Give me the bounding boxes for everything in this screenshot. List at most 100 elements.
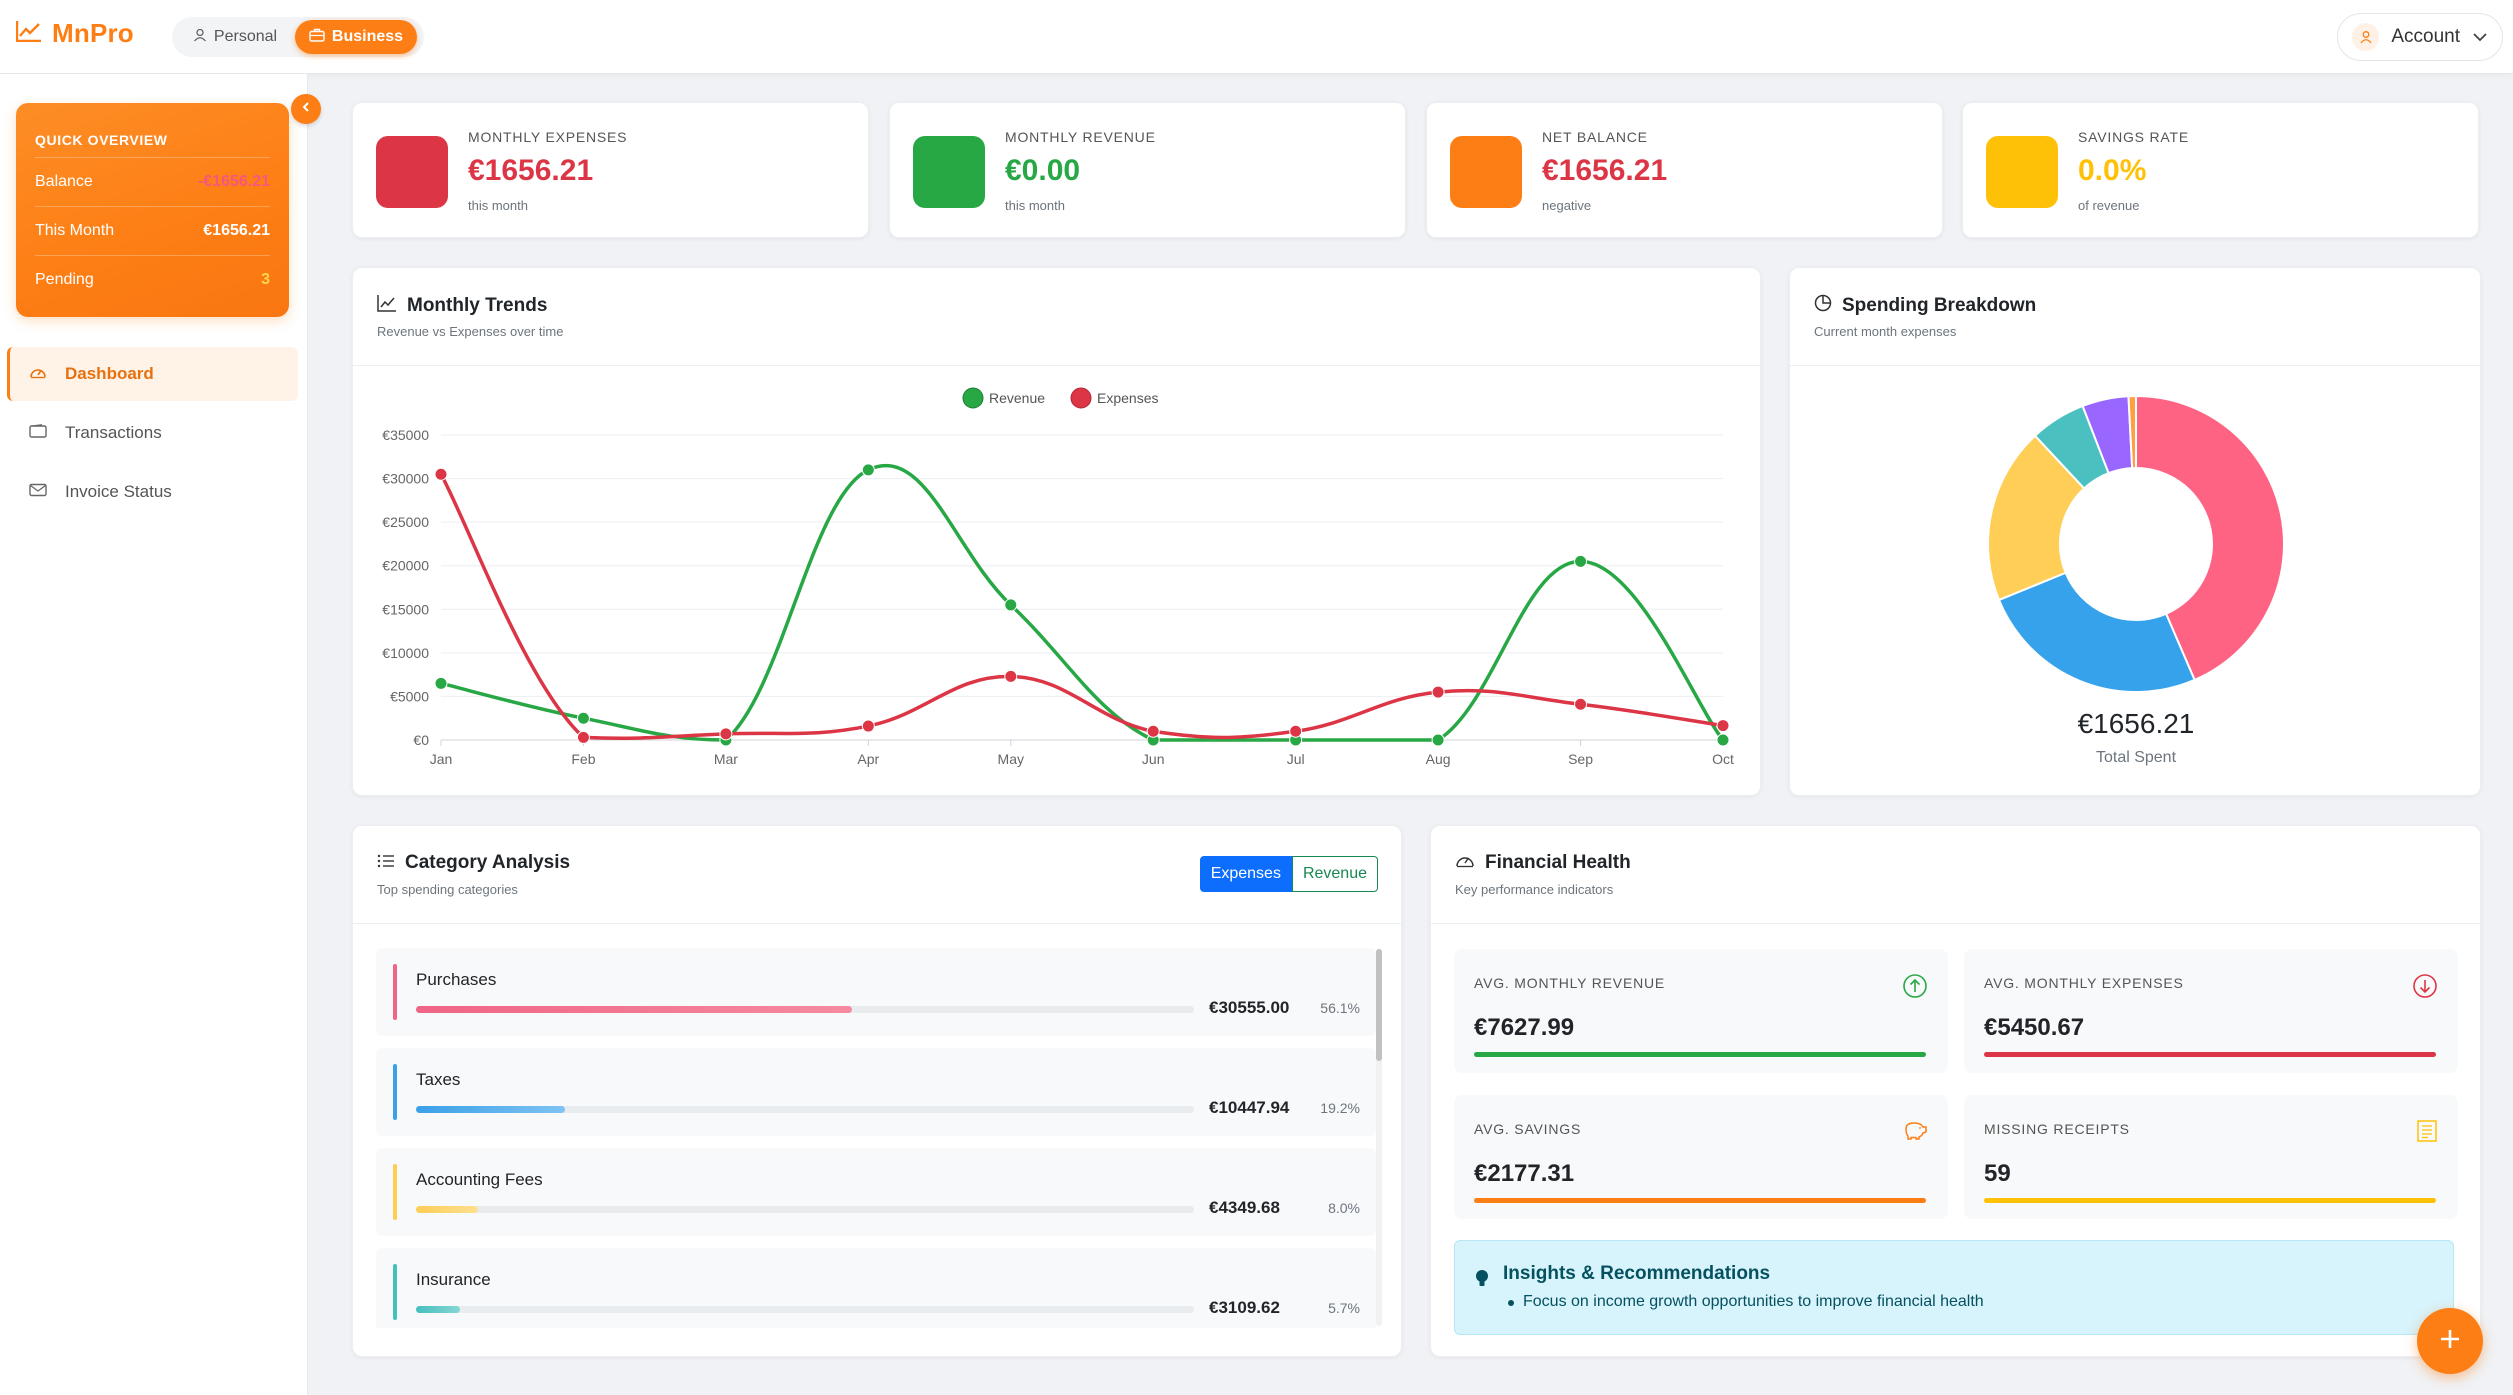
x-tick-label: Oct — [1712, 751, 1734, 767]
scrollbar-thumb[interactable] — [1376, 949, 1382, 1061]
category-analysis-subtitle: Top spending categories — [377, 882, 518, 897]
category-amount: €10447.94 — [1209, 1098, 1290, 1117]
quick-overview-label: This Month — [35, 222, 115, 239]
category-amount: €3109.62 — [1209, 1298, 1280, 1317]
expenses-toggle-button[interactable]: Expenses — [1199, 856, 1292, 892]
category-color-marker — [393, 964, 397, 1020]
data-point — [1716, 733, 1730, 747]
sidebar-collapse-button[interactable] — [291, 94, 321, 124]
y-tick-label: €5000 — [390, 688, 429, 704]
quick-overview-value: €1656.21 — [203, 222, 270, 239]
kpi-bar — [1984, 1198, 2436, 1203]
data-point — [1431, 685, 1445, 699]
category-amount: €30555.00 — [1209, 998, 1290, 1017]
category-name: Accounting Fees — [416, 1170, 543, 1189]
stat-icon — [376, 136, 448, 208]
account-dropdown[interactable]: Account — [2337, 13, 2503, 61]
quick-overview-row: Balance -€1656.21 — [35, 157, 270, 206]
legend-label: Expenses — [1097, 390, 1158, 406]
wallet-icon — [29, 423, 47, 443]
kpi-value: 59 — [1984, 1160, 2011, 1187]
x-tick-label: Sep — [1568, 751, 1593, 767]
quick-overview-title: QUICK OVERVIEW — [35, 132, 168, 148]
sidebar-item-transactions[interactable]: Transactions — [7, 406, 298, 460]
card-title: Monthly Trends — [377, 294, 547, 318]
stat-icon — [913, 136, 985, 208]
category-scrollbar[interactable] — [1376, 949, 1382, 1326]
card-title: Financial Health — [1455, 852, 1631, 874]
chart-line-icon — [15, 20, 42, 47]
category-progress-track — [416, 1306, 1194, 1313]
kpi-avg-monthly-revenue: AVG. MONTHLY REVENUE €7627.99 — [1454, 949, 1948, 1073]
sidebar-nav: Dashboard Transactions Invoice Status — [7, 347, 298, 524]
card-header: Financial Health Key performance indicat… — [1431, 826, 2480, 924]
kpi-bar — [1474, 1052, 1926, 1057]
category-color-marker — [393, 1064, 397, 1120]
sidebar-item-invoice-status[interactable]: Invoice Status — [7, 465, 298, 519]
stat-card-monthly-expenses: MONTHLY EXPENSES €1656.21 this month — [352, 102, 869, 238]
mode-toggle: Personal Business — [172, 17, 424, 57]
list-icon — [377, 852, 395, 874]
quick-overview-label: Pending — [35, 271, 94, 288]
sidebar-item-label: Invoice Status — [65, 482, 172, 501]
avatar — [2352, 23, 2380, 51]
kpi-label: AVG. SAVINGS — [1474, 1121, 1582, 1137]
add-transaction-button[interactable] — [2417, 1308, 2483, 1374]
category-progress-fill — [416, 1206, 479, 1213]
series-line-expenses — [439, 473, 1724, 741]
monthly-trends-subtitle: Revenue vs Expenses over time — [377, 324, 564, 339]
speedometer-icon — [1455, 852, 1475, 874]
data-point — [434, 467, 448, 481]
pie-slice — [2135, 394, 2285, 682]
category-percent: 56.1% — [1320, 1000, 1360, 1016]
kpi-avg-savings: AVG. SAVINGS €2177.31 — [1454, 1095, 1948, 1219]
y-tick-label: €25000 — [382, 514, 429, 530]
monthly-trends-card: Monthly Trends Revenue vs Expenses over … — [352, 267, 1761, 796]
spending-donut-chart — [1987, 394, 2285, 693]
total-spent-label: Total Spent — [2095, 749, 2177, 766]
brand-logo[interactable]: MnPro — [15, 18, 134, 49]
data-point — [861, 719, 875, 733]
stat-subtext: this month — [468, 198, 528, 213]
stat-value: €0.00 — [1005, 154, 1081, 187]
data-point — [576, 730, 590, 744]
monthly-trends-title: Monthly Trends — [407, 295, 548, 316]
y-tick-label: €0 — [413, 732, 429, 748]
business-mode-button[interactable]: Business — [295, 20, 417, 54]
stat-subtext: this month — [1005, 198, 1065, 213]
legend-label: Revenue — [989, 390, 1045, 406]
card-header: Category Analysis Top spending categorie… — [353, 826, 1401, 924]
quick-overview-row: This Month €1656.21 — [35, 206, 270, 255]
y-tick-label: €30000 — [382, 471, 429, 487]
x-tick-label: Feb — [571, 751, 595, 767]
x-tick-label: Mar — [714, 751, 738, 767]
stat-label: MONTHLY REVENUE — [1005, 129, 1156, 145]
category-progress-track — [416, 1206, 1194, 1213]
data-point — [1004, 669, 1018, 683]
stat-value: €1656.21 — [468, 154, 594, 187]
stat-subtext: of revenue — [2078, 198, 2140, 213]
top-navbar: MnPro Personal Business Account — [0, 0, 2513, 74]
personal-mode-button[interactable]: Personal — [175, 20, 295, 54]
pie-chart-icon — [1814, 294, 1832, 318]
insights-title: Insights & Recommendations — [1503, 1263, 1771, 1284]
revenue-toggle-button[interactable]: Revenue — [1291, 856, 1378, 892]
sidebar-item-dashboard[interactable]: Dashboard — [7, 347, 298, 401]
sidebar: QUICK OVERVIEW Balance -€1656.21 This Mo… — [0, 74, 308, 1395]
briefcase-icon — [309, 28, 325, 47]
spending-breakdown-card: Spending Breakdown Current month expense… — [1789, 267, 2481, 796]
category-color-marker — [393, 1264, 397, 1320]
stat-label: SAVINGS RATE — [2078, 129, 2189, 145]
stat-label: MONTHLY EXPENSES — [468, 129, 628, 145]
kpi-label: AVG. MONTHLY REVENUE — [1474, 975, 1666, 991]
data-point — [434, 676, 448, 690]
lightbulb-icon — [1475, 1269, 1489, 1294]
kpi-bar — [1474, 1198, 1926, 1203]
stat-value: €1656.21 — [1542, 154, 1668, 187]
insights-alert: Insights & Recommendations Focus on inco… — [1454, 1240, 2454, 1335]
quick-overview-label: Balance — [35, 173, 93, 190]
data-point — [1004, 598, 1018, 612]
x-tick-label: May — [998, 751, 1024, 767]
category-list[interactable]: Purchases €30555.00 56.1% Taxes €10447.9… — [376, 948, 1384, 1328]
legend-swatch — [962, 387, 984, 409]
